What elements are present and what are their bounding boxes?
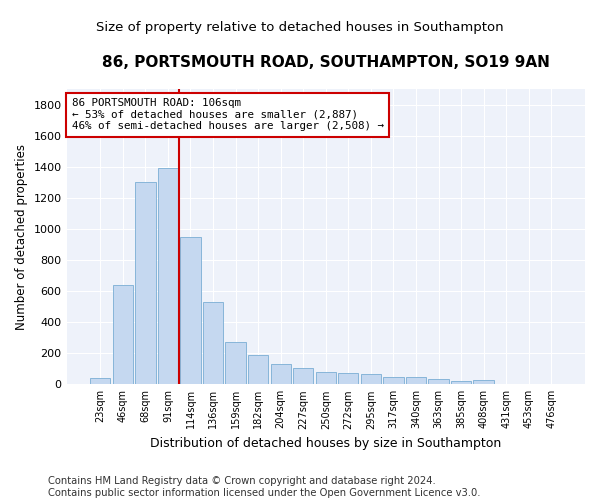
Bar [338, 374, 358, 384]
Bar [428, 379, 449, 384]
Bar [158, 168, 178, 384]
Bar [90, 378, 110, 384]
Bar [203, 302, 223, 384]
Bar [361, 374, 381, 384]
Bar [181, 237, 200, 384]
Bar [473, 380, 494, 384]
Bar [383, 376, 404, 384]
Bar [316, 372, 336, 384]
Title: 86, PORTSMOUTH ROAD, SOUTHAMPTON, SO19 9AN: 86, PORTSMOUTH ROAD, SOUTHAMPTON, SO19 9… [102, 55, 550, 70]
Bar [293, 368, 313, 384]
X-axis label: Distribution of detached houses by size in Southampton: Distribution of detached houses by size … [150, 437, 502, 450]
Text: 86 PORTSMOUTH ROAD: 106sqm
← 53% of detached houses are smaller (2,887)
46% of s: 86 PORTSMOUTH ROAD: 106sqm ← 53% of deta… [72, 98, 384, 132]
Text: Size of property relative to detached houses in Southampton: Size of property relative to detached ho… [96, 21, 504, 34]
Y-axis label: Number of detached properties: Number of detached properties [15, 144, 28, 330]
Bar [113, 285, 133, 384]
Bar [135, 182, 155, 384]
Bar [451, 381, 471, 384]
Bar [406, 376, 426, 384]
Bar [248, 355, 268, 384]
Text: Contains HM Land Registry data © Crown copyright and database right 2024.
Contai: Contains HM Land Registry data © Crown c… [48, 476, 481, 498]
Bar [271, 364, 291, 384]
Bar [226, 342, 246, 384]
